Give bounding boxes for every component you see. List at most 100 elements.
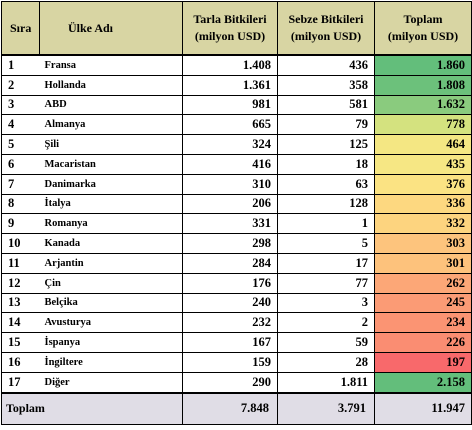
row-total: 1.860 xyxy=(374,54,472,76)
header-vegetable-crops: Sebze Bitkileri (milyon USD) xyxy=(277,1,375,56)
row-field-crops: 159 xyxy=(182,351,278,373)
row-field-crops: 167 xyxy=(182,332,278,353)
header-row: Sıra Ülke Adı Tarla Bitkileri (milyon US… xyxy=(1,1,472,56)
table-row: 5 Şili 324 125 464 xyxy=(1,134,472,155)
row-country: İspanya xyxy=(39,332,183,353)
row-total: 778 xyxy=(374,114,472,136)
row-total: 226 xyxy=(374,332,472,353)
row-total: 301 xyxy=(374,252,472,274)
row-country: İngiltere xyxy=(39,351,183,373)
row-country: Diğer xyxy=(39,371,183,394)
row-field-crops: 290 xyxy=(182,371,278,394)
row-total: 1.808 xyxy=(374,74,472,96)
header-idx: Sıra xyxy=(1,1,40,56)
row-country: Almanya xyxy=(39,114,183,136)
row-total: 245 xyxy=(374,292,472,314)
table-row: 13 Belçika 240 3 245 xyxy=(1,292,472,314)
row-vegetable-crops: 5 xyxy=(277,233,375,254)
row-vegetable-crops: 1.811 xyxy=(277,371,375,394)
row-total: 2.158 xyxy=(374,371,472,394)
row-field-crops: 284 xyxy=(182,252,278,274)
table-row: 16 İngiltere 159 28 197 xyxy=(1,351,472,373)
table-row: 10 Kanada 298 5 303 xyxy=(1,233,472,254)
row-index: 2 xyxy=(1,74,40,96)
row-field-crops: 324 xyxy=(182,134,278,155)
row-country: Hollanda xyxy=(39,74,183,96)
footer-veg-total: 3.791 xyxy=(277,391,375,425)
table-row: 2 Hollanda 1.361 358 1.808 xyxy=(1,74,472,96)
row-index: 12 xyxy=(1,272,40,294)
header-veg-line2: (milyon USD) xyxy=(290,29,362,43)
row-index: 15 xyxy=(1,332,40,353)
row-vegetable-crops: 2 xyxy=(277,312,375,334)
row-field-crops: 310 xyxy=(182,173,278,195)
header-field-line2: (milyon USD) xyxy=(194,29,266,43)
row-field-crops: 232 xyxy=(182,312,278,334)
table-row: 4 Almanya 665 79 778 xyxy=(1,114,472,136)
table-row: 11 Arjantin 284 17 301 xyxy=(1,252,472,274)
table-row: 14 Avusturya 232 2 234 xyxy=(1,312,472,334)
footer-blank xyxy=(39,391,183,425)
row-index: 8 xyxy=(1,193,40,215)
row-index: 16 xyxy=(1,351,40,373)
header-field-line1: Tarla Bitkileri xyxy=(193,12,267,26)
table-row: 3 ABD 981 581 1.632 xyxy=(1,94,472,116)
footer-grand-total: 11.947 xyxy=(374,391,472,425)
row-total: 262 xyxy=(374,272,472,294)
row-field-crops: 416 xyxy=(182,153,278,175)
row-vegetable-crops: 128 xyxy=(277,193,375,215)
row-index: 7 xyxy=(1,173,40,195)
row-vegetable-crops: 28 xyxy=(277,351,375,373)
row-total: 332 xyxy=(374,213,472,235)
table-row: 7 Danimarka 310 63 376 xyxy=(1,173,472,195)
table-row: 6 Macaristan 416 18 435 xyxy=(1,153,472,175)
row-country: Danimarka xyxy=(39,173,183,195)
row-index: 1 xyxy=(1,54,40,76)
row-total: 234 xyxy=(374,312,472,334)
table-row: 8 İtalya 206 128 336 xyxy=(1,193,472,215)
row-country: Şili xyxy=(39,134,183,155)
row-vegetable-crops: 59 xyxy=(277,332,375,353)
row-index: 4 xyxy=(1,114,40,136)
table-row: 15 İspanya 167 59 226 xyxy=(1,332,472,353)
row-vegetable-crops: 125 xyxy=(277,134,375,155)
row-index: 9 xyxy=(1,213,40,235)
row-vegetable-crops: 79 xyxy=(277,114,375,136)
row-field-crops: 240 xyxy=(182,292,278,314)
row-index: 6 xyxy=(1,153,40,175)
row-country: Fransa xyxy=(39,54,183,76)
row-total: 303 xyxy=(374,233,472,254)
footer-row: Toplam 7.848 3.791 11.947 xyxy=(1,391,472,425)
row-vegetable-crops: 3 xyxy=(277,292,375,314)
row-index: 10 xyxy=(1,233,40,254)
row-vegetable-crops: 77 xyxy=(277,272,375,294)
row-field-crops: 1.408 xyxy=(182,54,278,76)
row-country: Romanya xyxy=(39,213,183,235)
header-total-line2: (milyon USD) xyxy=(387,29,459,43)
header-total: Toplam (milyon USD) xyxy=(374,1,472,56)
table-row: 17 Diğer 290 1.811 2.158 xyxy=(1,371,472,394)
row-vegetable-crops: 358 xyxy=(277,74,375,96)
row-field-crops: 981 xyxy=(182,94,278,116)
row-country: Avusturya xyxy=(39,312,183,334)
row-field-crops: 1.361 xyxy=(182,74,278,96)
table-body: 1 Fransa 1.408 436 1.860 2 Hollanda 1.361 358 1.8… xyxy=(1,54,472,394)
row-total: 1.632 xyxy=(374,94,472,116)
row-total: 336 xyxy=(374,193,472,215)
table-row: 12 Çin 176 77 262 xyxy=(1,272,472,294)
row-total: 435 xyxy=(374,153,472,175)
row-total: 197 xyxy=(374,351,472,373)
row-index: 5 xyxy=(1,134,40,155)
row-vegetable-crops: 17 xyxy=(277,252,375,274)
row-total: 464 xyxy=(374,134,472,155)
row-country: İtalya xyxy=(39,193,183,215)
header-veg-line1: Sebze Bitkileri xyxy=(288,12,364,26)
row-index: 3 xyxy=(1,94,40,116)
footer-label: Toplam xyxy=(1,391,45,425)
header-total-line1: Toplam xyxy=(403,12,443,26)
row-field-crops: 665 xyxy=(182,114,278,136)
row-vegetable-crops: 581 xyxy=(277,94,375,116)
row-vegetable-crops: 63 xyxy=(277,173,375,195)
table-row: 1 Fransa 1.408 436 1.860 xyxy=(1,54,472,76)
